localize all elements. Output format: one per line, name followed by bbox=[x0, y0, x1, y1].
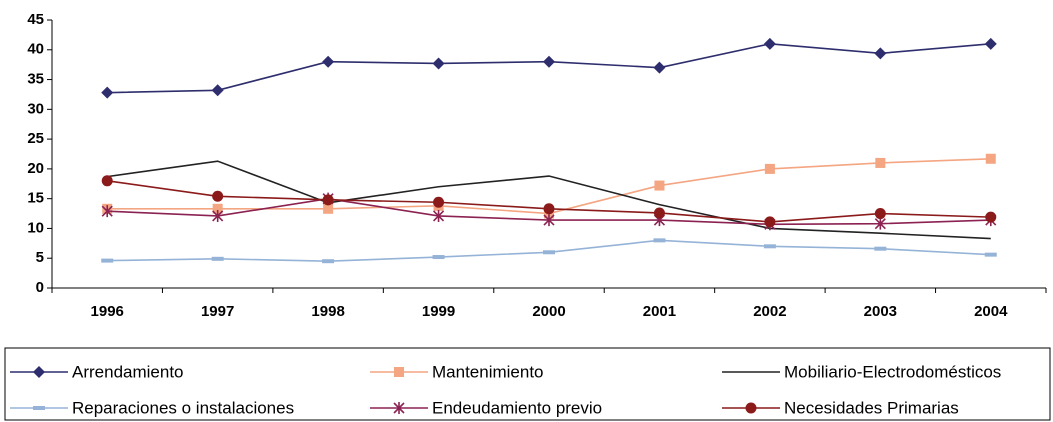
point bbox=[212, 209, 224, 222]
point bbox=[653, 238, 666, 243]
legend-label: Mobiliario-Electrodomésticos bbox=[784, 362, 1001, 381]
x-tick-label: 2000 bbox=[532, 303, 565, 320]
series-line bbox=[107, 160, 991, 240]
x-tick-label: 2004 bbox=[974, 303, 1008, 320]
point bbox=[984, 37, 997, 50]
legend-box bbox=[4, 347, 1051, 421]
legend-marker bbox=[394, 367, 404, 377]
y-tick-label: 45 bbox=[27, 11, 44, 28]
legend-label: Reparaciones o instalaciones bbox=[72, 398, 294, 417]
point bbox=[543, 214, 555, 227]
point bbox=[101, 205, 113, 218]
point bbox=[432, 255, 445, 260]
point bbox=[101, 258, 114, 263]
point bbox=[543, 203, 555, 215]
point bbox=[654, 180, 665, 191]
point bbox=[764, 163, 775, 174]
point bbox=[433, 196, 445, 208]
point bbox=[874, 217, 886, 230]
point bbox=[984, 252, 997, 257]
point bbox=[432, 209, 445, 222]
point bbox=[323, 203, 334, 214]
y-tick-label: 40 bbox=[27, 41, 44, 58]
point bbox=[543, 55, 555, 68]
legend-marker bbox=[745, 402, 757, 414]
y-tick-label: 10 bbox=[27, 219, 44, 236]
legend-marker bbox=[33, 406, 45, 410]
y-tick-label: 20 bbox=[27, 160, 44, 177]
point bbox=[432, 57, 445, 70]
point bbox=[322, 194, 334, 206]
point bbox=[101, 86, 114, 99]
point bbox=[985, 153, 996, 164]
x-tick-label: 1999 bbox=[422, 303, 455, 320]
point bbox=[543, 250, 555, 255]
legend-label: Necesidades Primarias bbox=[784, 398, 959, 417]
point bbox=[874, 208, 886, 220]
series-line bbox=[107, 43, 991, 94]
x-tick-label: 2001 bbox=[643, 303, 676, 320]
y-tick-label: 5 bbox=[36, 249, 44, 266]
point bbox=[212, 203, 223, 214]
point bbox=[211, 256, 224, 261]
x-tick-label: 2002 bbox=[753, 303, 786, 320]
point bbox=[101, 175, 113, 187]
y-tick-label: 35 bbox=[27, 71, 44, 88]
point bbox=[653, 61, 666, 74]
x-tick-label: 2003 bbox=[864, 303, 897, 320]
point bbox=[763, 244, 776, 249]
point bbox=[322, 259, 335, 264]
point bbox=[985, 211, 997, 223]
y-tick-label: 0 bbox=[36, 279, 44, 296]
legend-label: Endeudamiento previo bbox=[432, 398, 602, 417]
y-tick-label: 15 bbox=[27, 190, 44, 207]
x-tick-label: 1996 bbox=[91, 303, 124, 320]
legend-marker bbox=[393, 402, 405, 414]
point bbox=[875, 157, 886, 168]
legend-label: Arrendamiento bbox=[72, 362, 184, 381]
point bbox=[211, 84, 224, 97]
point bbox=[322, 55, 335, 68]
y-tick-label: 30 bbox=[27, 100, 44, 117]
legend-marker bbox=[33, 366, 45, 378]
point bbox=[764, 216, 776, 228]
point bbox=[212, 190, 224, 202]
point bbox=[653, 207, 665, 219]
point bbox=[763, 37, 776, 50]
legend-label: Mantenimiento bbox=[432, 362, 544, 381]
y-tick-label: 25 bbox=[27, 130, 44, 147]
point bbox=[874, 47, 887, 60]
x-tick-label: 1997 bbox=[201, 303, 234, 320]
point bbox=[874, 246, 887, 251]
x-tick-label: 1998 bbox=[311, 303, 344, 320]
